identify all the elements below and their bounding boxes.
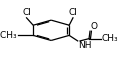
Text: CH₃: CH₃ [102,34,118,43]
Text: Cl: Cl [69,8,77,17]
Text: NH: NH [78,41,92,50]
Text: OCH₃: OCH₃ [0,31,18,40]
Text: Cl: Cl [22,8,31,17]
Text: O: O [91,22,98,31]
